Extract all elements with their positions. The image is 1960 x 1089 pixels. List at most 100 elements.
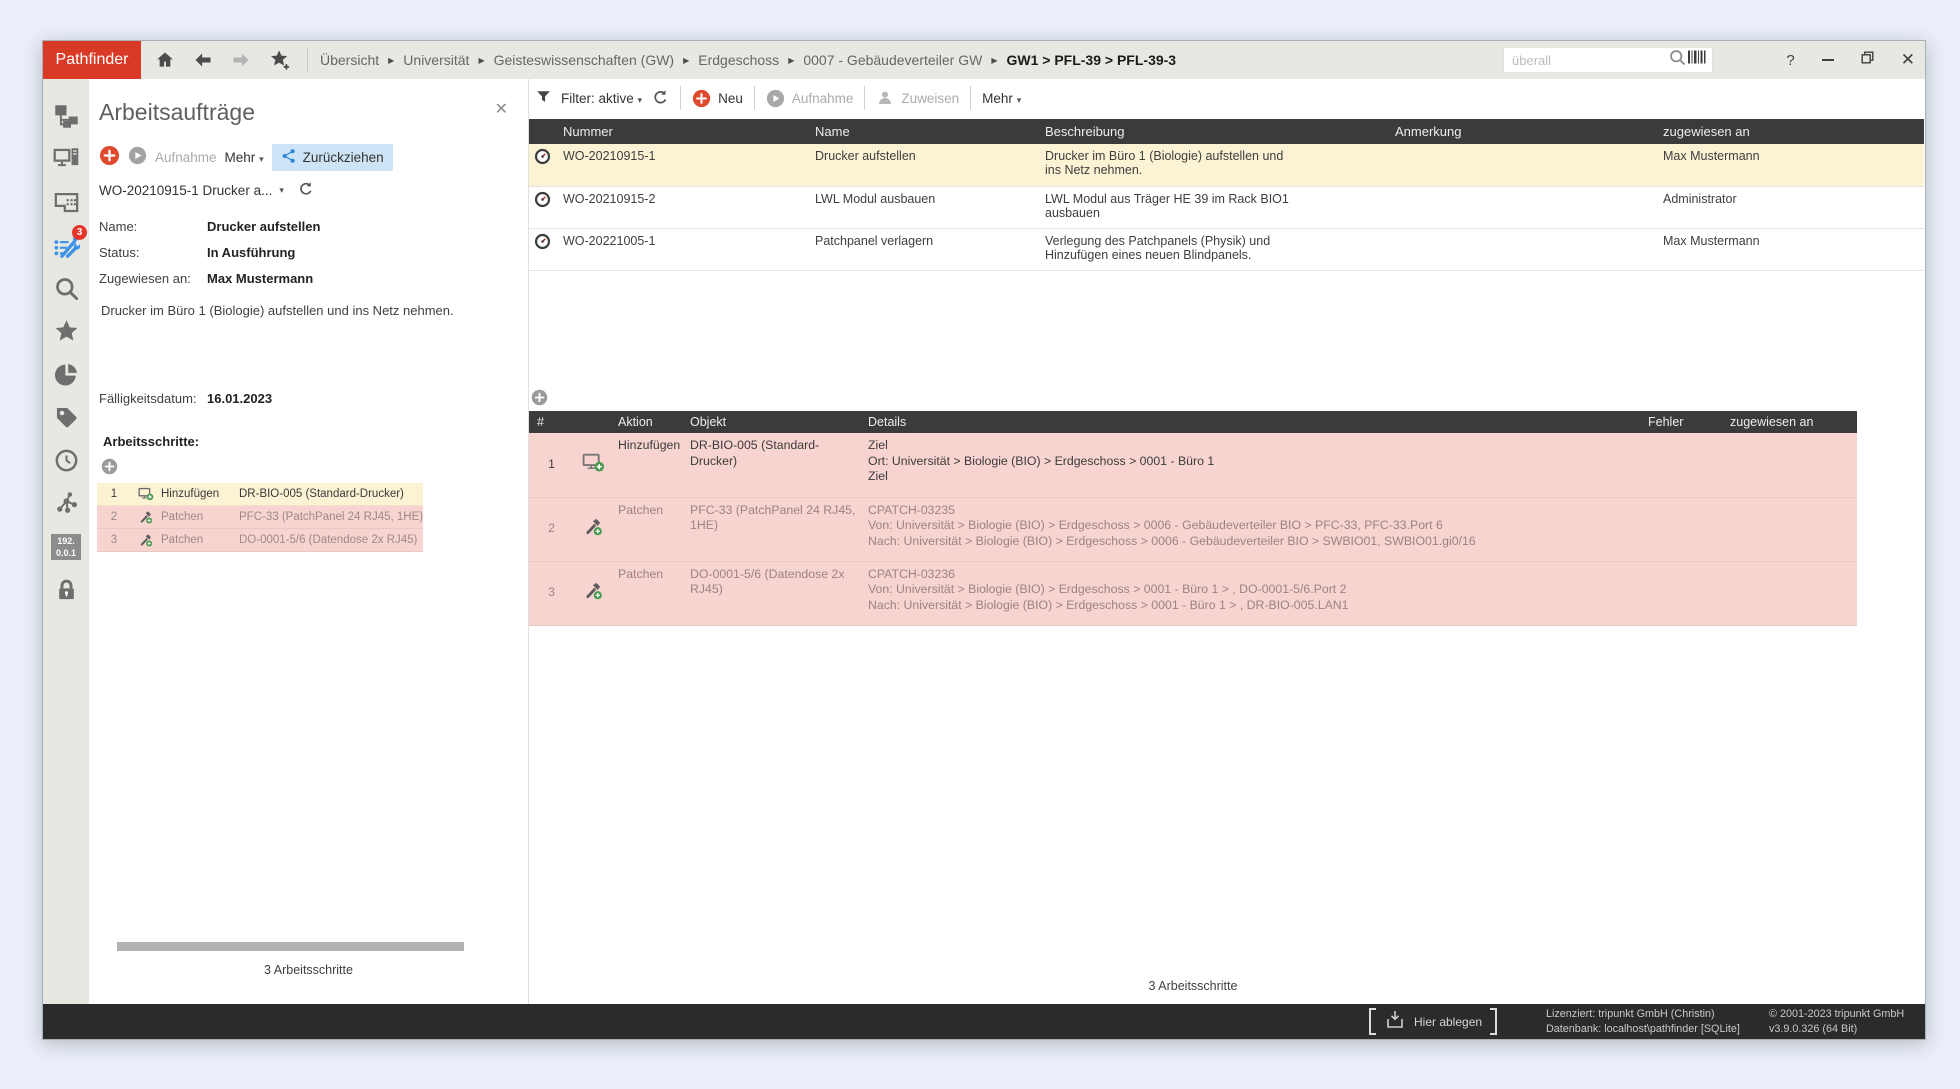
work-orders-badge: 3 (72, 225, 87, 240)
col-beschreibung[interactable]: Beschreibung (1039, 119, 1389, 144)
sidebar-item-search[interactable] (43, 267, 89, 310)
step-row[interactable]: 2 Patchen PFC-33 (PatchPanel 24 RJ45, 1H… (529, 497, 1857, 561)
statusbar: Hier ablegen Lizenziert: tripunkt GmbH (… (43, 1004, 1925, 1039)
patch-icon (131, 510, 161, 524)
sidebar-item-history[interactable] (43, 439, 89, 482)
search-input[interactable] (1512, 52, 1668, 68)
col-zugewiesen[interactable]: zugewiesen an (1724, 411, 1857, 433)
horizontal-scrollbar[interactable] (117, 942, 464, 951)
restore-button[interactable] (1861, 51, 1874, 69)
col-details[interactable]: Details (862, 411, 1642, 433)
version-info: © 2001-2023 tripunkt GmbH v3.9.0.326 (64… (1769, 1008, 1905, 1035)
withdraw-button[interactable]: Zurückziehen (271, 143, 393, 171)
bracket-left (1369, 1008, 1376, 1035)
back-icon[interactable] (193, 50, 213, 70)
work-order-icon (534, 148, 551, 168)
breadcrumb-item[interactable]: Übersicht (320, 52, 380, 68)
sidebar-item-ip-addresses[interactable]: 192. 0.0.1 (43, 525, 89, 568)
work-order-icon (534, 233, 551, 253)
breadcrumb-item[interactable]: 0007 - Gebäudeverteiler GW (803, 52, 983, 68)
record-button[interactable]: Aufnahme (766, 89, 853, 108)
col-anmerkung[interactable]: Anmerkung (1389, 119, 1657, 144)
add-work-order-button[interactable] (99, 145, 120, 169)
work-order-description: Drucker im Büro 1 (Biologie) aufstellen … (101, 303, 454, 318)
barcode-icon[interactable] (1687, 49, 1707, 71)
more-menu-button[interactable]: Mehr ▾ (982, 90, 1022, 106)
breadcrumb-current[interactable]: GW1 > PFL-39 > PFL-39-3 (1006, 52, 1177, 68)
step-row[interactable]: 3 Patchen DO-0001-5/6 (Datendose 2x RJ45… (529, 561, 1857, 625)
new-button[interactable]: Neu (692, 89, 743, 108)
sidebar: 3 192. 0.0.1 (43, 79, 89, 1004)
step-row[interactable]: 1 Hinzufügen DR-BIO-005 (Standard-Drucke… (529, 433, 1857, 497)
sidebar-item-network[interactable] (43, 482, 89, 525)
favorite-add-icon[interactable] (269, 49, 291, 71)
sidebar-item-permissions[interactable] (43, 568, 89, 611)
forward-icon[interactable] (231, 50, 251, 70)
assign-button[interactable]: Zuweisen (876, 89, 959, 107)
chevron-down-icon: ▾ (637, 94, 643, 105)
drop-zone-label: Hier ablegen (1414, 1014, 1483, 1029)
breadcrumb-arrow-icon: ▶ (788, 55, 795, 65)
minimize-button[interactable] (1821, 59, 1834, 61)
toolbar-divider (680, 86, 682, 110)
field-name: Name: Drucker aufstellen (99, 219, 321, 234)
col-zugewiesen[interactable]: zugewiesen an (1657, 119, 1924, 144)
sidebar-item-devices[interactable] (43, 138, 89, 181)
work-order-row[interactable]: WO-20221005-1 Patchpanel verlagern Verle… (529, 228, 1924, 270)
sidebar-item-tags[interactable] (43, 396, 89, 439)
col-fehler[interactable]: Fehler (1642, 411, 1724, 433)
search-icon[interactable] (1668, 48, 1687, 72)
step-row[interactable]: 2 Patchen PFC-33 (PatchPanel 24 RJ45, 1H… (97, 506, 423, 529)
refresh-icon[interactable] (651, 88, 669, 109)
drop-zone[interactable]: Hier ablegen (1369, 1008, 1498, 1035)
undo-icon[interactable] (297, 180, 314, 200)
work-order-selector[interactable]: WO-20210915-1 Drucker a... ▾ (99, 180, 314, 200)
work-order-panel: ✕ Arbeitsaufträge Aufnahme Mehr ▾ Zurück… (89, 79, 529, 1004)
add-device-icon (131, 486, 161, 502)
main-content: Filter: aktive ▾ Neu Aufnahme Zuweisen M… (529, 79, 1925, 1004)
breadcrumb-arrow-icon: ▶ (478, 55, 485, 65)
toolbar-divider (864, 86, 866, 110)
field-assigned: Zugewiesen an: Max Mustermann (99, 271, 314, 286)
titlebar-divider (307, 48, 308, 72)
more-menu-button[interactable]: Mehr ▾ (224, 149, 264, 165)
col-objekt[interactable]: Objekt (684, 411, 862, 433)
table-header-row: Nummer Name Beschreibung Anmerkung zugew… (529, 119, 1924, 144)
chevron-down-icon: ▾ (1016, 94, 1022, 105)
home-icon[interactable] (155, 50, 175, 70)
work-orders-table: Nummer Name Beschreibung Anmerkung zugew… (529, 119, 1924, 271)
col-num[interactable]: # (529, 411, 574, 433)
steps-heading: Arbeitsschritte: (103, 434, 200, 449)
panel-close-icon[interactable]: ✕ (494, 101, 508, 118)
add-step-button[interactable] (101, 458, 118, 480)
breadcrumb-item[interactable]: Geisteswissenschaften (GW) (493, 52, 675, 68)
ip-address-icon: 192. 0.0.1 (51, 533, 81, 560)
col-aktion[interactable]: Aktion (612, 411, 684, 433)
filter-dropdown[interactable]: Filter: aktive ▾ (561, 90, 643, 106)
breadcrumb-item[interactable]: Universität (403, 52, 470, 68)
step-row[interactable]: 3 Patchen DO-0001-5/6 (Datendose 2x RJ45… (97, 529, 423, 552)
step-row[interactable]: 1 Hinzufügen DR-BIO-005 (Standard-Drucke… (97, 483, 423, 506)
add-step-button[interactable] (531, 389, 548, 411)
field-status: Status: In Ausführung (99, 245, 296, 260)
steps-table: # Aktion Objekt Details Fehler zugewiese… (529, 411, 1857, 626)
sidebar-item-favorites[interactable] (43, 310, 89, 353)
bracket-right (1490, 1008, 1498, 1035)
breadcrumb-item[interactable]: Erdgeschoss (698, 52, 780, 68)
work-order-row[interactable]: WO-20210915-1 Drucker aufstellen Drucker… (529, 144, 1924, 186)
col-nummer[interactable]: Nummer (557, 119, 809, 144)
help-button[interactable]: ? (1786, 51, 1795, 69)
sidebar-item-work-orders[interactable]: 3 (43, 224, 89, 267)
close-button[interactable]: ✕ (1900, 50, 1915, 69)
app-window: Pathfinder Übersicht ▶ Universität ▶ Geist… (42, 40, 1926, 1040)
titlebar: Pathfinder Übersicht ▶ Universität ▶ Geist… (43, 41, 1925, 79)
sidebar-item-reports[interactable] (43, 353, 89, 396)
sidebar-item-topology[interactable] (43, 95, 89, 138)
drop-here-icon (1384, 1009, 1406, 1034)
col-name[interactable]: Name (809, 119, 1039, 144)
work-order-row[interactable]: WO-20210915-2 LWL Modul ausbauen LWL Mod… (529, 186, 1924, 228)
add-device-icon (574, 433, 612, 497)
sidebar-item-floorplan[interactable] (43, 181, 89, 224)
steps-count-label: 3 Arbeitsschritte (264, 963, 353, 977)
record-button[interactable] (128, 146, 147, 168)
